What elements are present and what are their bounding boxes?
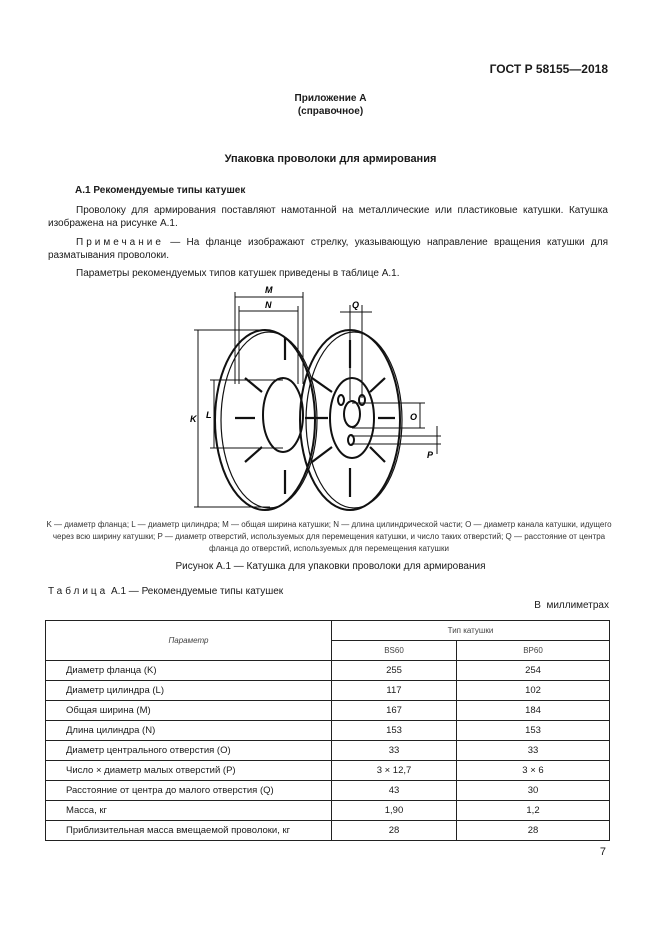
cell-param: Диаметр фланца (K) xyxy=(45,660,332,681)
label-k: K xyxy=(190,414,198,424)
cell-param: Приблизительная масса вмещаемой проволок… xyxy=(45,820,332,841)
cell-bp60: 153 xyxy=(456,720,610,741)
cell-param: Масса, кг xyxy=(45,800,332,821)
cell-param: Диаметр цилиндра (L) xyxy=(45,680,332,701)
appendix-title: Приложение А xyxy=(294,93,367,104)
label-q: Q xyxy=(352,300,359,310)
cell-param: Общая ширина (M) xyxy=(45,700,332,721)
cell-param: Число × диаметр малых отверстий (P) xyxy=(45,760,332,781)
column-header: BP60 xyxy=(456,640,610,661)
center-hole xyxy=(343,400,361,428)
cell-bs60: 28 xyxy=(331,820,457,841)
note-label: Примечание xyxy=(76,237,164,248)
front-flange-rim xyxy=(305,331,403,509)
table-row: Диаметр цилиндра (L) 117 102 xyxy=(45,680,610,701)
cell-bs60: 1,90 xyxy=(331,800,457,821)
label-l: L xyxy=(206,410,212,420)
table-caption-text: А.1 — Рекомендуемые типы катушек xyxy=(108,586,284,597)
figure-legend: K — диаметр фланца; L — диаметр цилиндра… xyxy=(46,520,612,553)
cell-bs60: 153 xyxy=(331,720,457,741)
note-text: — На фланце изображают стрелку, указываю… xyxy=(48,237,608,261)
param-header: Параметр xyxy=(45,620,332,661)
table-row: Масса, кг 1,90 1,2 xyxy=(45,800,610,821)
label-p: P xyxy=(427,450,434,460)
cell-bs60: 255 xyxy=(331,660,457,681)
table-row: Расстояние от центра до малого отверстия… xyxy=(45,780,610,801)
cell-bp60: 33 xyxy=(456,740,610,761)
back-flange-rim xyxy=(220,331,318,509)
table-row: Приблизительная масса вмещаемой проволок… xyxy=(45,820,610,841)
figure-caption: Рисунок А.1 — Катушка для упаковки прово… xyxy=(175,561,486,572)
spool-types-table: Параметр Тип катушки BS60 BP60 Диаметр ф… xyxy=(45,620,610,841)
table-caption: Таблица А.1 — Рекомендуемые типы катушек xyxy=(48,586,283,597)
note: Примечание — На фланце изображают стрелк… xyxy=(48,236,608,262)
table-row: Число × диаметр малых отверстий (P) 3 × 1… xyxy=(45,760,610,781)
cell-bp60: 1,2 xyxy=(456,800,610,821)
cell-bp60: 30 xyxy=(456,780,610,801)
cell-bs60: 33 xyxy=(331,740,457,761)
cell-bp60: 254 xyxy=(456,660,610,681)
units-note: В миллиметрах xyxy=(534,600,609,611)
label-n: N xyxy=(265,300,272,310)
appendix-subtitle: (справочное) xyxy=(297,106,364,117)
cell-bs60: 117 xyxy=(331,680,457,701)
back-hub xyxy=(262,377,304,453)
cell-bs60: 167 xyxy=(331,700,457,721)
cell-bp60: 102 xyxy=(456,680,610,701)
front-hub xyxy=(329,377,375,459)
cell-param: Расстояние от центра до малого отверстия… xyxy=(45,780,332,801)
cell-bs60: 43 xyxy=(331,780,457,801)
paragraph-1: Проволоку для армирования поставляют нам… xyxy=(48,205,608,229)
cell-param: Длина цилиндра (N) xyxy=(45,720,332,741)
cell-bs60: 3 × 12,7 xyxy=(331,760,457,781)
table-label: Таблица xyxy=(48,586,109,597)
small-hole xyxy=(337,394,345,406)
cell-bp60: 184 xyxy=(456,700,610,721)
table-row: Диаметр фланца (K) 255 254 xyxy=(45,660,610,681)
label-m: M xyxy=(265,285,273,295)
page-number: 7 xyxy=(599,846,606,858)
paragraph-2: Параметры рекомендуемых типов катушек пр… xyxy=(76,268,400,279)
subsection-title: А.1 Рекомендуемые типы катушек xyxy=(75,185,246,196)
table-row: Длина цилиндра (N) 153 153 xyxy=(45,720,610,741)
column-header: BS60 xyxy=(331,640,457,661)
standard-number: ГОСТ Р 58155—2018 xyxy=(489,62,608,76)
label-o: O xyxy=(410,412,417,422)
cell-bp60: 3 × 6 xyxy=(456,760,610,781)
cell-bp60: 28 xyxy=(456,820,610,841)
type-header: Тип катушки xyxy=(331,620,610,641)
table-row: Общая ширина (M) 167 184 xyxy=(45,700,610,721)
table-row: Диаметр центрального отверстия (O) 33 33 xyxy=(45,740,610,761)
small-hole xyxy=(347,434,355,446)
section-title: Упаковка проволоки для армирования xyxy=(224,153,437,165)
cell-param: Диаметр центрального отверстия (O) xyxy=(45,740,332,761)
